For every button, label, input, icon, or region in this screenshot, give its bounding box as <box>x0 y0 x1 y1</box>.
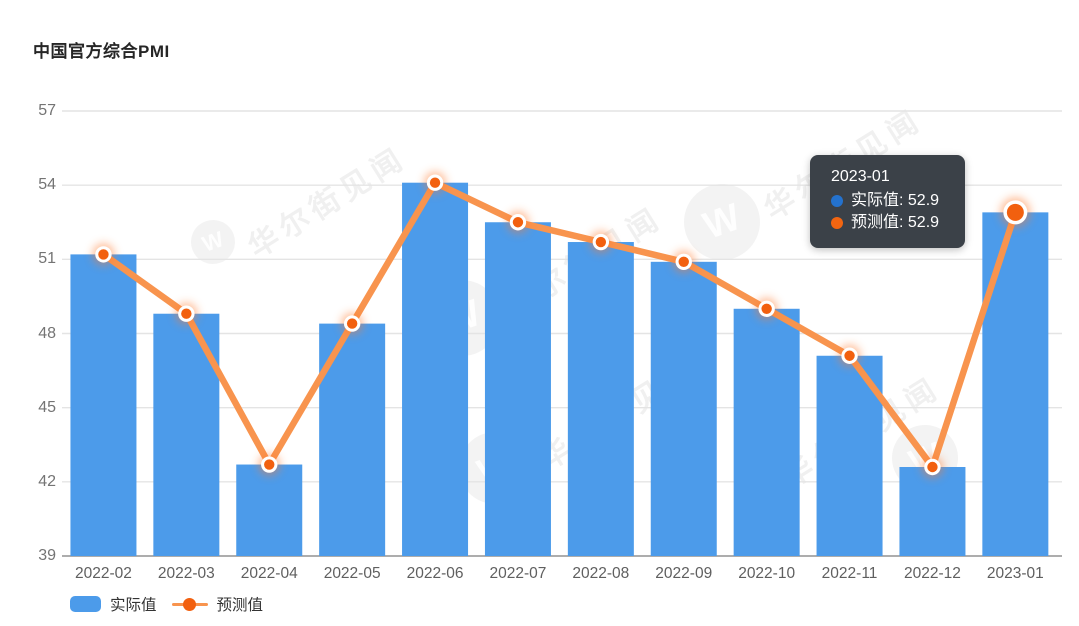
forecast-point-2022-09[interactable] <box>672 250 695 273</box>
x-tick-label-2023-01: 2023-01 <box>986 565 1044 582</box>
bar-2022-07[interactable] <box>484 222 551 556</box>
forecast-point-2022-11[interactable] <box>838 344 861 367</box>
tooltip-row-actual: 实际值: 52.9 <box>831 190 953 212</box>
chart-title: 中国官方综合PMI <box>33 42 170 61</box>
forecast-line[interactable] <box>100 179 1019 471</box>
line-dot-swatch-icon <box>171 596 208 612</box>
y-tick-label: 51 <box>38 250 56 268</box>
forecast-point-2022-07[interactable] <box>506 211 529 234</box>
actual-series-dot-icon <box>831 195 843 207</box>
tooltip-row-forecast: 预测值: 52.9 <box>831 212 953 234</box>
y-tick-label: 57 <box>38 102 56 119</box>
legend-label-actual: 实际值 <box>110 597 157 614</box>
legend-label-forecast: 预测值 <box>216 597 264 614</box>
bar-2022-02[interactable] <box>70 254 137 556</box>
x-tick-label-2022-04: 2022-04 <box>240 565 298 582</box>
x-tick-label-2022-09: 2022-09 <box>655 565 713 582</box>
y-tick-label: 39 <box>38 547 56 564</box>
x-tick-label-2022-02: 2022-02 <box>74 565 132 582</box>
bar-2022-12[interactable] <box>899 467 966 556</box>
forecast-point-2022-10[interactable] <box>755 297 778 320</box>
y-tick-label: 45 <box>38 398 56 416</box>
legend-item-forecast[interactable]: 预测值 <box>171 593 264 615</box>
x-tick-label-2022-06: 2022-06 <box>406 565 464 582</box>
forecast-point-2022-02[interactable] <box>92 243 115 266</box>
x-tick-label-2022-12: 2022-12 <box>903 565 961 582</box>
forecast-point-2022-06[interactable] <box>424 171 447 194</box>
bar-2022-08[interactable] <box>567 242 634 556</box>
tooltip-title: 2023-01 <box>831 168 890 185</box>
forecast-point-2022-08[interactable] <box>589 231 612 254</box>
bar-swatch-icon <box>70 596 101 612</box>
forecast-point-2022-05[interactable] <box>341 312 364 335</box>
bar-2023-01[interactable] <box>982 212 1049 556</box>
bar-2022-10[interactable] <box>733 308 800 556</box>
legend: 实际值 预测值 <box>70 593 263 615</box>
y-tick-label: 48 <box>38 324 56 342</box>
tooltip: 2023-01 实际值: 52.9 预测值: 52.9 <box>810 155 965 248</box>
tooltip-forecast-text: 预测值: 52.9 <box>851 214 940 231</box>
forecast-point-2023-01[interactable] <box>1000 197 1031 228</box>
forecast-point-2022-04[interactable] <box>258 453 281 476</box>
x-tick-label-2022-07: 2022-07 <box>489 565 547 582</box>
bar-2022-04[interactable] <box>236 464 303 556</box>
bar-2022-06[interactable] <box>402 182 469 556</box>
x-tick-label-2022-08: 2022-08 <box>572 565 630 582</box>
forecast-point-2022-12[interactable] <box>921 456 944 478</box>
x-tick-label-2022-03: 2022-03 <box>157 565 215 582</box>
y-tick-label: 42 <box>38 472 56 490</box>
bar-2022-09[interactable] <box>650 261 717 556</box>
forecast-point-2022-03[interactable] <box>175 302 198 325</box>
tooltip-actual-text: 实际值: 52.9 <box>851 192 940 209</box>
legend-item-actual[interactable]: 实际值 <box>70 593 157 615</box>
y-tick-label: 54 <box>38 176 56 194</box>
x-tick-label-2022-05: 2022-05 <box>323 565 381 582</box>
x-tick-label-2022-11: 2022-11 <box>821 565 878 582</box>
forecast-series-dot-icon <box>831 217 843 229</box>
x-tick-label-2022-10: 2022-10 <box>738 565 796 582</box>
